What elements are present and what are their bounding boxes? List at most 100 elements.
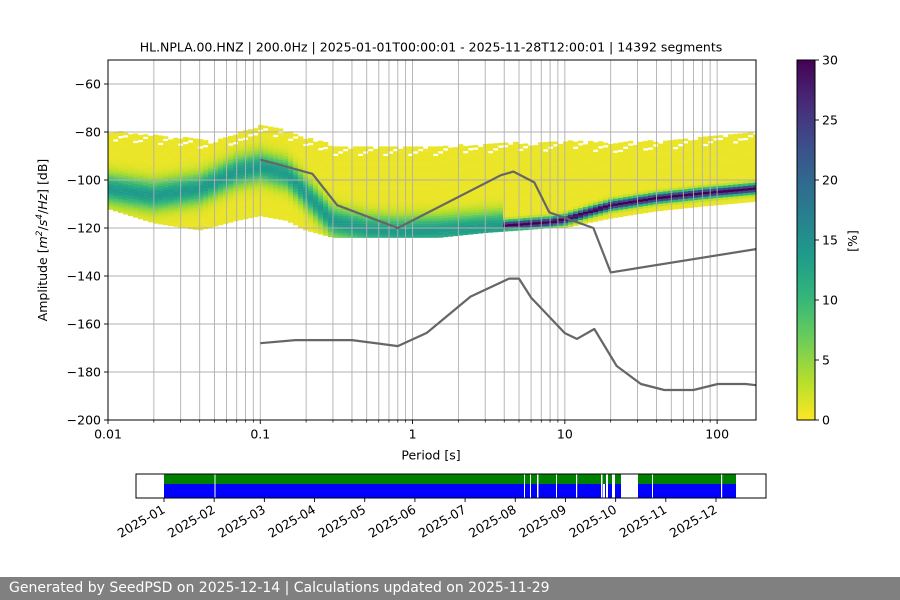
heatmap-cell	[348, 172, 354, 176]
heatmap-cell	[348, 160, 354, 164]
heatmap-cell	[368, 194, 374, 197]
heatmap-cell	[753, 182, 756, 186]
heatmap-cell	[203, 214, 209, 218]
heatmap-cell	[233, 165, 239, 169]
heatmap-cell	[488, 177, 494, 180]
heatmap-cell	[503, 161, 509, 165]
heatmap-cell	[648, 156, 654, 160]
heatmap-cell	[293, 179, 299, 183]
heatmap-cell	[683, 203, 689, 206]
heatmap-cell	[283, 162, 289, 166]
heatmap-cell	[518, 187, 524, 190]
heatmap-cell	[418, 175, 424, 178]
heatmap-cell	[743, 190, 749, 194]
heatmap-cell	[428, 187, 434, 190]
heatmap-cell	[248, 167, 254, 171]
heatmap-cell	[128, 167, 134, 171]
heatmap-cell	[128, 182, 134, 185]
heatmap-cell	[578, 183, 584, 187]
heatmap-cell	[548, 199, 554, 202]
heatmap-cell	[108, 132, 114, 136]
heatmap-cell	[293, 215, 299, 219]
heatmap-cell	[508, 195, 514, 198]
heatmap-cell	[208, 208, 214, 211]
heatmap-cell	[673, 149, 679, 152]
heatmap-cell	[543, 177, 549, 181]
heatmap-cell	[313, 213, 319, 217]
heatmap-cell	[383, 196, 389, 200]
availability-tick-label: 2025-07	[416, 502, 469, 541]
heatmap-cell	[323, 230, 329, 234]
heatmap-cell	[298, 184, 304, 187]
heatmap-cell	[408, 223, 414, 226]
heatmap-cell	[613, 145, 619, 149]
heatmap-cell	[113, 182, 119, 185]
heatmap-cell	[698, 163, 704, 166]
heatmap-cell	[388, 175, 394, 178]
heatmap-cell	[113, 131, 119, 135]
heatmap-cell	[493, 217, 499, 221]
heatmap-cell	[183, 211, 189, 214]
heatmap-cell	[488, 155, 494, 159]
heatmap-cell	[713, 183, 719, 187]
heatmap-cell	[348, 158, 354, 161]
heatmap-cell	[628, 184, 634, 187]
heatmap-cell	[213, 151, 219, 155]
heatmap-cell	[203, 159, 209, 162]
heatmap-cell	[193, 174, 199, 178]
heatmap-cell	[733, 189, 739, 192]
heatmap-cell	[328, 232, 334, 235]
heatmap-cell	[428, 196, 434, 200]
heatmap-cell	[343, 168, 349, 171]
heatmap-cell	[518, 146, 524, 149]
heatmap-cell	[133, 145, 139, 149]
heatmap-cell	[543, 221, 549, 224]
heatmap-cell	[598, 184, 604, 188]
heatmap-cell	[663, 183, 669, 187]
heatmap-cell	[413, 165, 419, 169]
heatmap-cell	[563, 163, 569, 166]
heatmap-cell	[353, 163, 359, 166]
heatmap-cell	[343, 189, 349, 193]
heatmap-cell	[613, 196, 619, 199]
heatmap-cell	[288, 157, 294, 161]
heatmap-cell	[183, 189, 189, 193]
heatmap-cell	[218, 222, 224, 226]
heatmap-cell	[543, 185, 549, 188]
heatmap-cell	[688, 140, 694, 144]
heatmap-cell	[463, 160, 469, 164]
heatmap-cell	[653, 184, 659, 188]
heatmap-cell	[353, 189, 359, 193]
heatmap-cell	[168, 180, 174, 183]
heatmap-cell	[343, 204, 349, 207]
heatmap-cell	[518, 160, 524, 164]
heatmap-cell	[233, 185, 239, 188]
heatmap-cell	[358, 156, 364, 159]
heatmap-cell	[158, 152, 164, 155]
heatmap-cell	[383, 160, 389, 164]
heatmap-cell	[308, 214, 314, 218]
heatmap-cell	[203, 180, 209, 184]
heatmap-cell	[618, 183, 624, 186]
heatmap-cell	[578, 150, 584, 153]
heatmap-cell	[223, 192, 229, 196]
heatmap-cell	[513, 173, 519, 176]
heatmap-cell	[338, 213, 344, 217]
heatmap-cell	[333, 172, 339, 176]
heatmap-cell	[718, 180, 724, 184]
heatmap-cell	[138, 204, 144, 208]
heatmap-cell	[708, 164, 714, 168]
heatmap-cell	[473, 229, 479, 232]
heatmap-cell	[288, 136, 294, 139]
heatmap-cell	[228, 176, 234, 180]
heatmap-cell	[323, 199, 329, 203]
heatmap-cell	[558, 148, 564, 152]
heatmap-cell	[388, 213, 394, 217]
heatmap-cell	[443, 150, 449, 154]
heatmap-cell	[568, 145, 574, 148]
heatmap-cell	[658, 203, 664, 207]
heatmap-cell	[633, 195, 639, 198]
heatmap-cell	[433, 168, 439, 171]
heatmap-cell	[123, 154, 129, 157]
heatmap-cell	[138, 195, 144, 198]
